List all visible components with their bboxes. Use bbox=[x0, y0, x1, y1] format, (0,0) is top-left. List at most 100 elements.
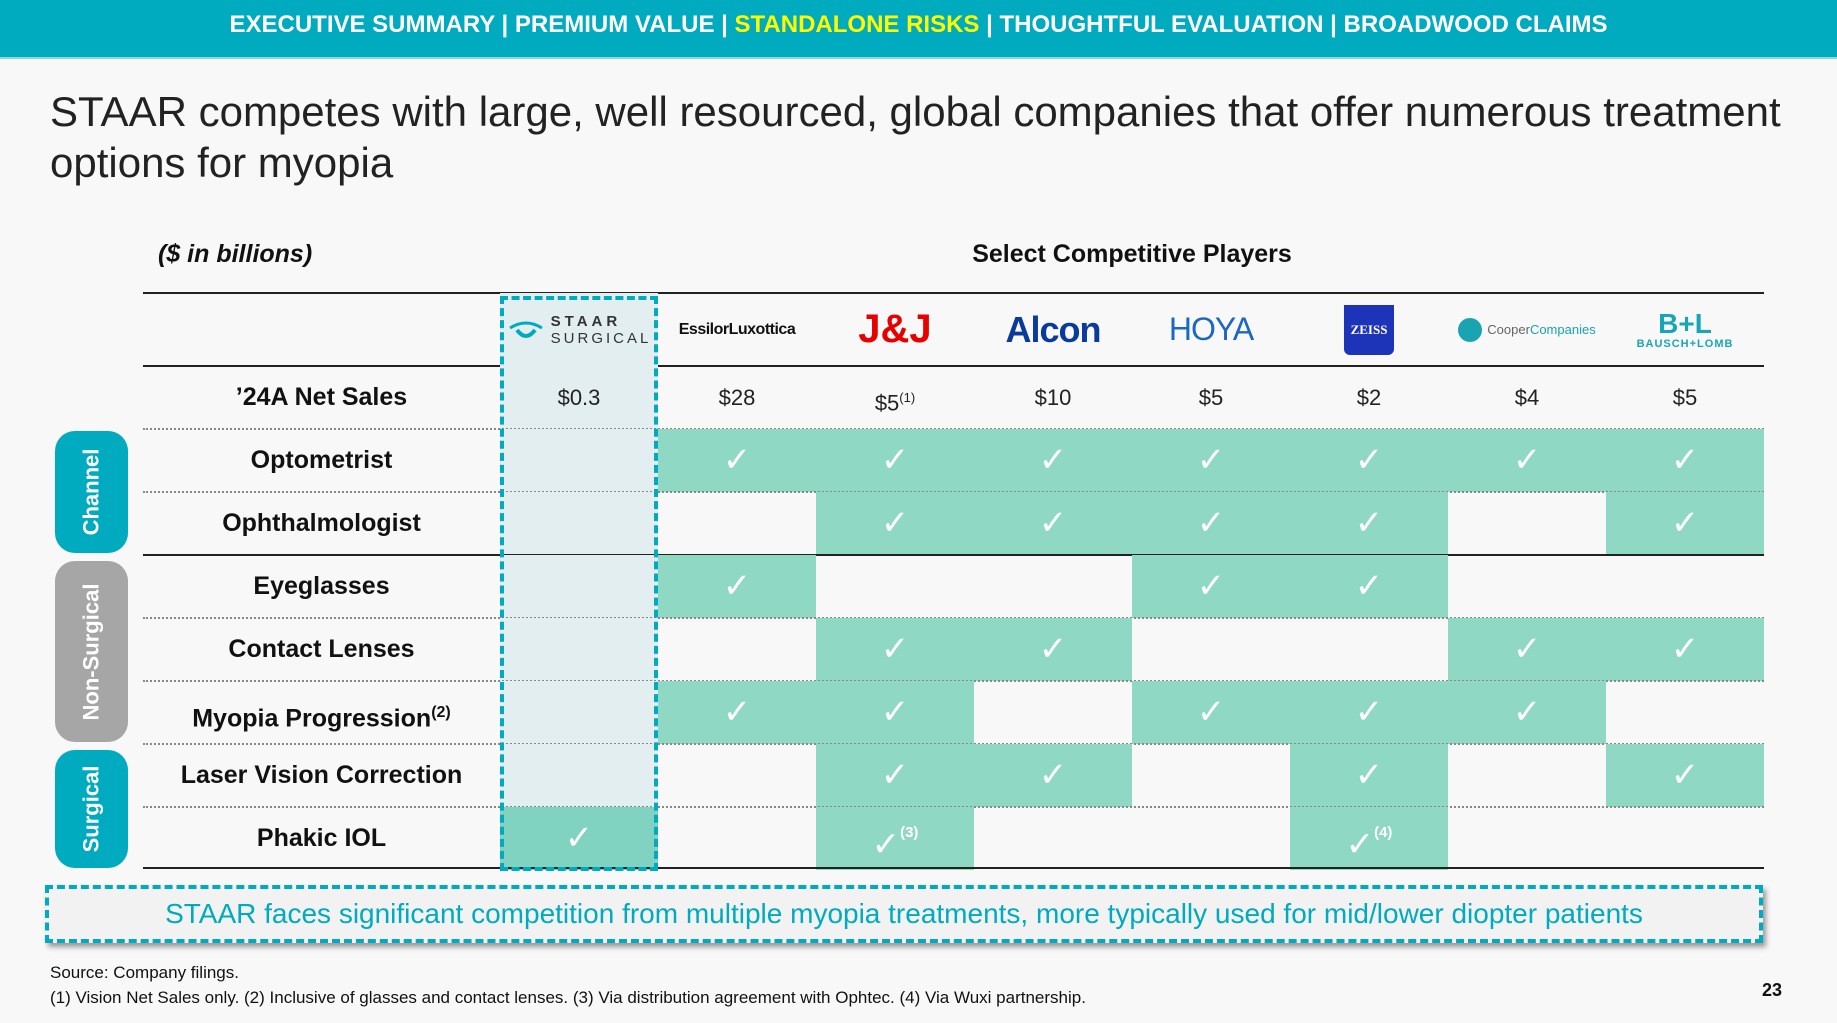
check-cell: ✓ bbox=[974, 744, 1132, 807]
check-icon: ✓ bbox=[722, 693, 752, 731]
check-icon: ✓ bbox=[1038, 441, 1068, 479]
check-icon: ✓ bbox=[1512, 441, 1542, 479]
empty-cell bbox=[500, 744, 658, 807]
check-icon: ✓ bbox=[1670, 756, 1700, 794]
check-cell: ✓(3) bbox=[816, 807, 974, 870]
logo-coopercompanies: Cooper Companies bbox=[1448, 293, 1606, 366]
check-icon: ✓ bbox=[1670, 504, 1700, 542]
category-label: Non-Surgical bbox=[78, 583, 104, 720]
check-icon: ✓ bbox=[1512, 693, 1542, 731]
row-label-text: Eyeglasses bbox=[253, 572, 390, 600]
empty-cell bbox=[658, 492, 816, 555]
empty-cell bbox=[1448, 807, 1606, 870]
row-label-text: Myopia Progression bbox=[192, 704, 432, 733]
empty-cell bbox=[500, 492, 658, 555]
check-cell: ✓ bbox=[1290, 555, 1448, 618]
empty-cell bbox=[1448, 492, 1606, 555]
check-cell: ✓ bbox=[1290, 681, 1448, 744]
key-takeaway-callout: STAAR faces significant competition from… bbox=[45, 885, 1763, 943]
row-label: Eyeglasses bbox=[143, 555, 500, 618]
nav-item[interactable]: EXECUTIVE SUMMARY bbox=[229, 11, 495, 38]
net-sales-value: $5(1) bbox=[816, 366, 974, 429]
category-pill-non-surgical: Non-Surgical bbox=[55, 561, 128, 742]
empty-cell bbox=[500, 618, 658, 681]
empty-cell bbox=[658, 618, 816, 681]
net-sales-value: $5 bbox=[1606, 366, 1764, 429]
logo-jnj: J&J bbox=[858, 307, 932, 351]
nav-item[interactable]: BROADWOOD CLAIMS bbox=[1343, 11, 1608, 38]
check-icon: ✓ bbox=[722, 567, 752, 605]
group-header: Select Competitive Players bbox=[972, 240, 1292, 268]
check-cell: ✓ bbox=[1606, 492, 1764, 555]
empty-cell bbox=[974, 555, 1132, 618]
check-cell: ✓ bbox=[1132, 681, 1290, 744]
category-label: Channel bbox=[78, 448, 104, 536]
check-cell: ✓ bbox=[1448, 429, 1606, 492]
check-cell: ✓ bbox=[1132, 555, 1290, 618]
empty-cell bbox=[1132, 744, 1290, 807]
sales-row-label: ’24A Net Sales bbox=[235, 383, 408, 411]
check-cell: ✓ bbox=[816, 744, 974, 807]
check-cell: ✓ bbox=[816, 492, 974, 555]
check-icon: ✓ bbox=[1354, 504, 1384, 542]
check-cell: ✓ bbox=[816, 429, 974, 492]
net-sales-value: $4 bbox=[1448, 366, 1606, 429]
nav-item[interactable]: STANDALONE RISKS bbox=[734, 11, 980, 38]
divider bbox=[143, 365, 1764, 367]
row-label: Ophthalmologist bbox=[143, 492, 500, 555]
row-label-text: Optometrist bbox=[250, 446, 393, 474]
check-icon: ✓ bbox=[1038, 504, 1068, 542]
check-icon: ✓ bbox=[1670, 441, 1700, 479]
check-icon: ✓ bbox=[564, 819, 594, 857]
empty-cell bbox=[1290, 618, 1448, 681]
footnotes: (1) Vision Net Sales only. (2) Inclusive… bbox=[50, 988, 1086, 1007]
nav-item[interactable]: THOUGHTFUL EVALUATION bbox=[999, 11, 1324, 38]
check-icon: ✓ bbox=[1670, 630, 1700, 668]
empty-cell bbox=[1132, 618, 1290, 681]
check-cell: ✓(4) bbox=[1290, 807, 1448, 870]
footnote-ref: (2) bbox=[431, 704, 451, 721]
divider bbox=[143, 554, 1764, 556]
check-icon: ✓ bbox=[880, 630, 910, 668]
net-sales-value: $10 bbox=[974, 366, 1132, 429]
logo-alcon: Alcon bbox=[1005, 308, 1101, 350]
staar-eye-icon bbox=[508, 321, 543, 338]
empty-cell bbox=[1448, 555, 1606, 618]
check-icon: ✓ bbox=[1354, 756, 1384, 794]
row-label: Optometrist bbox=[143, 429, 500, 492]
sales-amount: $2 bbox=[1356, 385, 1382, 410]
check-icon: ✓ bbox=[880, 756, 910, 794]
row-label-text: Ophthalmologist bbox=[222, 509, 421, 537]
logo-zeiss: ZEISS bbox=[1290, 293, 1448, 366]
check-cell: ✓ bbox=[1606, 744, 1764, 807]
check-cell: ✓ bbox=[974, 429, 1132, 492]
check-icon: ✓ bbox=[1196, 504, 1226, 542]
logo-essilorluxottica: EssilorLuxottica bbox=[678, 320, 796, 338]
empty-cell bbox=[500, 555, 658, 618]
row-label: Phakic IOL bbox=[143, 807, 500, 870]
check-icon: ✓ bbox=[871, 825, 901, 864]
check-icon: ✓ bbox=[1512, 630, 1542, 668]
footnote-ref: (4) bbox=[1374, 824, 1393, 841]
check-icon: ✓ bbox=[1196, 441, 1226, 479]
net-sales-value: $28 bbox=[658, 366, 816, 429]
check-cell: ✓ bbox=[1606, 618, 1764, 681]
footnote-ref: (3) bbox=[900, 824, 919, 841]
check-icon: ✓ bbox=[880, 441, 910, 479]
nav-item[interactable]: PREMIUM VALUE bbox=[514, 11, 715, 38]
category-pill-channel: Channel bbox=[55, 431, 128, 553]
check-icon: ✓ bbox=[1196, 567, 1226, 605]
logo-hoya: HOYA bbox=[1168, 311, 1254, 347]
check-cell: ✓ bbox=[658, 429, 816, 492]
check-icon: ✓ bbox=[1354, 567, 1384, 605]
sales-amount: $5 bbox=[1198, 385, 1224, 410]
empty-cell bbox=[658, 744, 816, 807]
category-pill-surgical: Surgical bbox=[55, 750, 128, 868]
footnote-ref: (1) bbox=[899, 390, 916, 405]
check-icon: ✓ bbox=[1354, 441, 1384, 479]
page-number: 23 bbox=[1762, 980, 1783, 1000]
sales-amount: $4 bbox=[1514, 385, 1540, 410]
row-label-text: Contact Lenses bbox=[228, 635, 415, 663]
check-cell: ✓ bbox=[1448, 681, 1606, 744]
check-cell: ✓ bbox=[1132, 492, 1290, 555]
